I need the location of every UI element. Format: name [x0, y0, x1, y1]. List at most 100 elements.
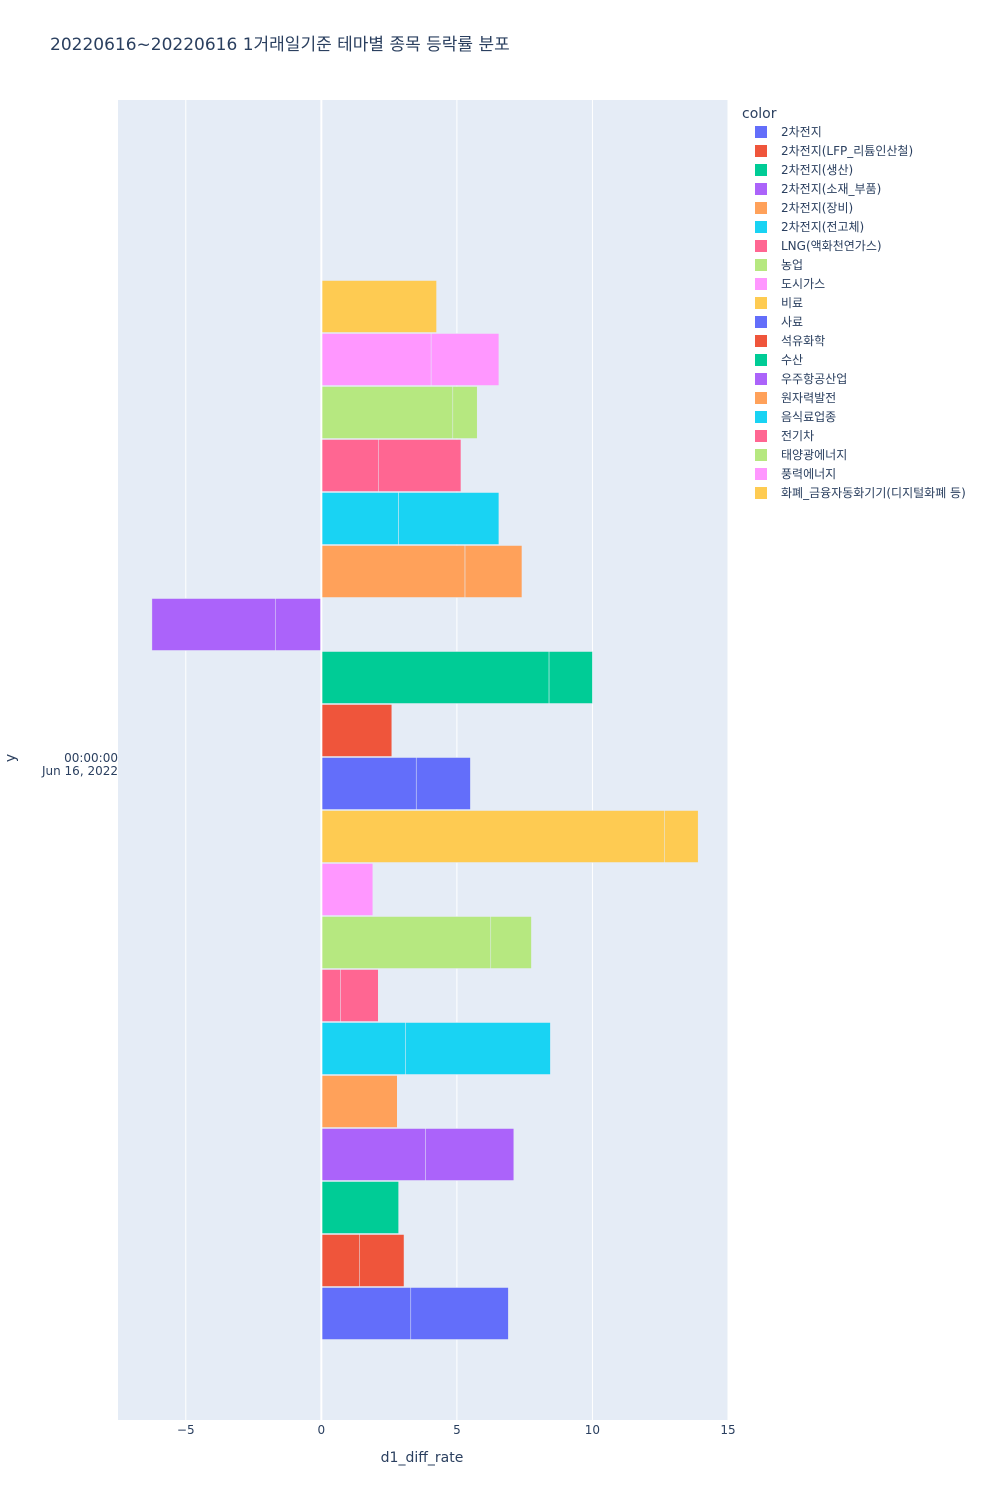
bar-segment: [321, 1234, 360, 1287]
legend-item[interactable]: 원자력발전: [755, 391, 836, 405]
bar-segment: [415, 757, 471, 810]
legend-label: 전기차: [781, 429, 814, 443]
legend-item[interactable]: 사료: [755, 315, 803, 329]
bar-segment: [321, 280, 437, 333]
chart-title: 20220616~20220616 1거래일기준 테마별 종목 등락률 분포: [50, 35, 510, 55]
legend-label: LNG(액화천연가스): [781, 238, 882, 253]
legend-item[interactable]: 태양광에너지: [755, 448, 847, 462]
x-tick-label: 0: [318, 1423, 326, 1437]
y-axis-title: y: [3, 754, 19, 762]
y-tick-label-date: Jun 16, 2022: [41, 764, 118, 778]
bar-segment: [321, 1075, 398, 1128]
legend-label: 음식료업종: [781, 410, 836, 424]
legend-swatch: [755, 259, 767, 271]
legend-label: 석유화학: [781, 334, 825, 348]
bar-segment: [321, 704, 393, 757]
legend-swatch: [755, 240, 767, 252]
legend-label: 화폐_금융자동화기기(디지털화폐 등): [781, 486, 966, 500]
bar-segment: [490, 916, 532, 969]
legend-swatch: [755, 487, 767, 499]
legend-item[interactable]: 풍력에너지: [755, 467, 836, 481]
legend-swatch: [755, 297, 767, 309]
legend-label: 비료: [781, 296, 803, 310]
bar-segment: [410, 1287, 509, 1340]
legend-item[interactable]: 2차전지(생산): [755, 163, 853, 177]
legend-title: color: [742, 106, 777, 122]
legend-swatch: [755, 126, 767, 138]
legend-swatch: [755, 449, 767, 461]
legend-swatch: [755, 373, 767, 385]
legend-swatch: [755, 354, 767, 366]
x-tick-label: −5: [177, 1423, 195, 1437]
bar-segment: [321, 545, 466, 598]
bar-segment: [321, 386, 454, 439]
x-axis-title: d1_diff_rate: [381, 1450, 464, 1466]
bar-segment: [425, 1128, 515, 1181]
legend-label: 농업: [781, 258, 803, 272]
legend-item[interactable]: LNG(액화천연가스): [755, 238, 882, 253]
legend-item[interactable]: 수산: [755, 353, 803, 367]
bar-segment: [378, 439, 462, 492]
legend-label: 2차전지: [781, 125, 822, 139]
bar-segment: [398, 492, 500, 545]
bar-segment: [321, 492, 399, 545]
x-gridlines: [185, 100, 729, 1420]
x-tick-label: 10: [585, 1423, 600, 1437]
x-tick-label: 5: [453, 1423, 461, 1437]
bar-segment: [548, 651, 593, 704]
x-tick-labels: −5 0 5 10 15: [177, 1423, 736, 1437]
legend-item[interactable]: 2차전지(전고체): [755, 220, 864, 234]
legend-swatch: [755, 183, 767, 195]
bar-segment: [452, 386, 478, 439]
bar-segment: [359, 1234, 405, 1287]
bar-segment: [321, 439, 379, 492]
legend-label: 사료: [781, 315, 803, 329]
legend-label: 2차전지(전고체): [781, 220, 864, 234]
bar-segment: [340, 969, 379, 1022]
legend-swatch: [755, 335, 767, 347]
x-tick-label: 15: [720, 1423, 735, 1437]
bar-segment: [321, 969, 341, 1022]
bar-segment: [274, 598, 322, 651]
bar-segment: [430, 333, 500, 386]
legend-label: 2차전지(생산): [781, 163, 853, 177]
legend-label: 원자력발전: [781, 391, 836, 405]
legend-item[interactable]: 2차전지(장비): [755, 201, 853, 215]
legend-item[interactable]: 도시가스: [755, 277, 825, 291]
bar-segment: [321, 1128, 426, 1181]
legend-item[interactable]: 화폐_금융자동화기기(디지털화폐 등): [755, 486, 966, 500]
legend-swatch: [755, 430, 767, 442]
bar-segment: [321, 916, 492, 969]
legend-item[interactable]: 우주항공산업: [755, 372, 847, 386]
legend-item[interactable]: 2차전지(소재_부품): [755, 182, 881, 196]
legend-label: 2차전지(장비): [781, 201, 853, 215]
legend-item[interactable]: 비료: [755, 296, 803, 310]
legend-swatch: [755, 411, 767, 423]
legend-swatch: [755, 316, 767, 328]
legend-label: 태양광에너지: [781, 448, 847, 462]
legend-label: 풍력에너지: [781, 467, 836, 481]
bar-segment: [321, 1181, 399, 1234]
legend-swatch: [755, 202, 767, 214]
legend-item[interactable]: 2차전지: [755, 125, 822, 139]
legend-swatch: [755, 145, 767, 157]
legend-item[interactable]: 전기차: [755, 429, 814, 443]
legend-swatch: [755, 468, 767, 480]
legend-swatch: [755, 221, 767, 233]
bar-segment: [321, 651, 550, 704]
legend-item[interactable]: 농업: [755, 258, 803, 272]
legend-swatch: [755, 164, 767, 176]
legend-swatch: [755, 392, 767, 404]
bar-segment: [664, 810, 699, 863]
legend[interactable]: color 2차전지 2차전지(LFP_리튬인산철) 2차전지(생산) 2차전지(소재…: [742, 106, 966, 500]
legend-label: 2차전지(LFP_리튬인산철): [781, 144, 913, 158]
legend-swatch: [755, 278, 767, 290]
legend-item[interactable]: 석유화학: [755, 334, 825, 348]
legend-item[interactable]: 2차전지(LFP_리튬인산철): [755, 144, 913, 158]
bar-segment: [151, 598, 276, 651]
bar-segment: [405, 1022, 551, 1075]
bar-segment: [321, 1022, 406, 1075]
bar-segment: [321, 757, 417, 810]
legend-item[interactable]: 음식료업종: [755, 410, 836, 424]
